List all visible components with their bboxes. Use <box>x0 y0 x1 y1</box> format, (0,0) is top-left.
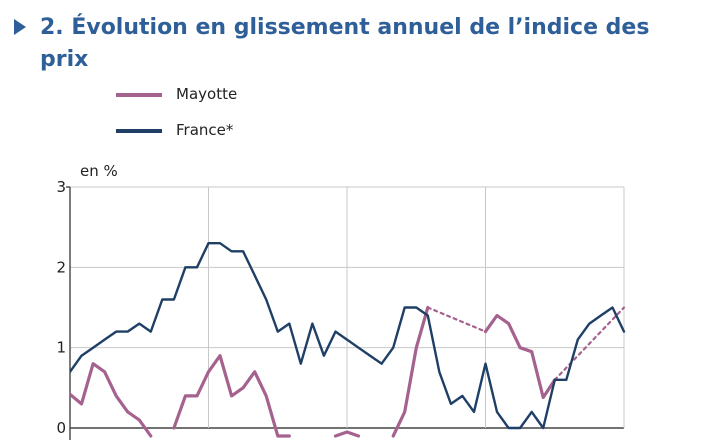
legend-item-france: France* <box>116 120 336 140</box>
chart-title: 2. Évolution en glissement annuel de l’i… <box>40 15 650 72</box>
series-mayotte-segment-1 <box>172 354 291 438</box>
series-france-segment-0 <box>70 242 626 430</box>
legend-label-mayotte: Mayotte <box>176 85 238 103</box>
legend-swatch-mayotte <box>116 93 162 97</box>
series-mayotte-segment-0 <box>70 362 153 438</box>
series-mayotte-segment-3 <box>391 305 430 438</box>
y-axis-unit-label: en % <box>80 162 118 180</box>
legend-label-france: France* <box>176 121 234 139</box>
series-mayotte-segment-2 <box>333 430 361 438</box>
series-mayotte-segment-6 <box>553 306 626 381</box>
legend-item-mayotte: Mayotte <box>116 84 336 104</box>
series-mayotte-segment-4 <box>426 306 487 333</box>
y-tick-label-3: 3 <box>56 178 66 196</box>
y-tick-label-1: 1 <box>56 339 66 357</box>
y-tick-label-0: 0 <box>56 419 66 437</box>
legend-swatch-france <box>116 129 162 133</box>
title-triangle-icon <box>14 19 26 35</box>
y-tick-label-2: 2 <box>56 258 66 276</box>
series-mayotte-segment-5 <box>483 313 557 400</box>
